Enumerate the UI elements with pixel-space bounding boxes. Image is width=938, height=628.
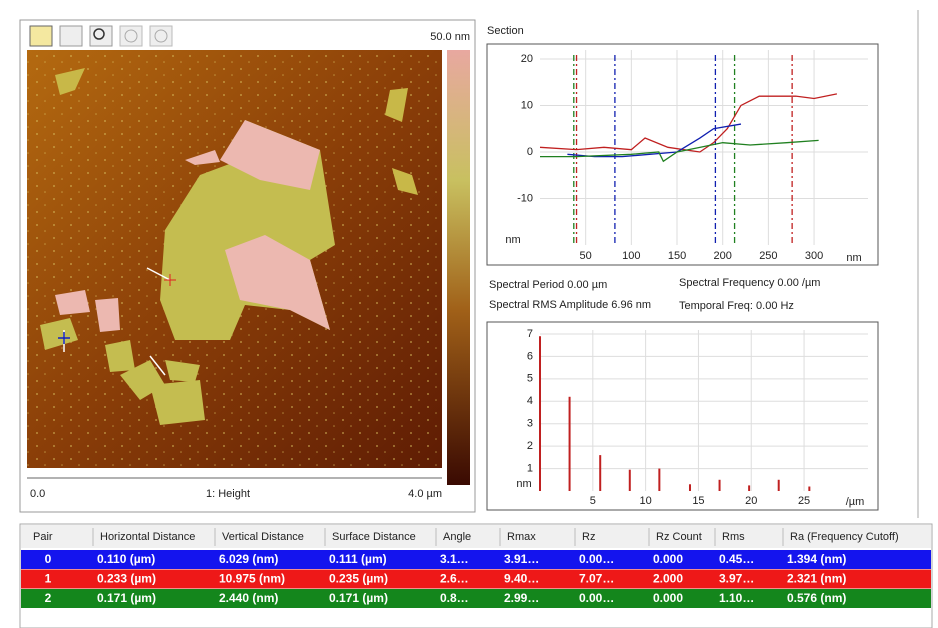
- table-cell: 1: [45, 572, 52, 586]
- table-cell: 0.235 (µm): [329, 572, 388, 586]
- table-cell: 0: [45, 552, 52, 566]
- chart-title: Section: [487, 25, 524, 37]
- bar: [569, 397, 571, 491]
- x-tick-label: 150: [668, 250, 686, 262]
- table-cell: 2.440 (nm): [219, 591, 278, 605]
- toolbar: [30, 26, 172, 46]
- x-tick-label: 15: [692, 495, 704, 507]
- table-cell: 0.000: [653, 591, 683, 605]
- y-tick-label: 20: [521, 53, 533, 65]
- table-cell: 2: [45, 591, 52, 605]
- y-tick-label: 2: [527, 440, 533, 452]
- x-tick-label: 10: [640, 495, 652, 507]
- bar: [689, 484, 691, 491]
- x-tick-label: 25: [798, 495, 810, 507]
- table-cell: 3.91…: [504, 552, 539, 566]
- y-axis-label: nm: [516, 478, 531, 490]
- y-tick-label: 10: [521, 99, 533, 111]
- table-cell: 7.07…: [579, 572, 614, 586]
- table-cell: 0.110 (µm): [97, 552, 155, 566]
- x-tick-label: 100: [622, 250, 640, 262]
- table-cell: 3.97…: [719, 572, 754, 586]
- spectral-info: Spectral RMS Amplitude 6.96 nm: [489, 299, 651, 311]
- spectral-info: Spectral Period 0.00 µm: [489, 279, 607, 291]
- column-header: Rmax: [507, 531, 536, 543]
- y-tick-label: 5: [527, 373, 533, 385]
- column-header: Horizontal Distance: [100, 531, 195, 543]
- column-header: Rms: [722, 531, 745, 543]
- tool-button[interactable]: [120, 26, 142, 46]
- column-header: Vertical Distance: [222, 531, 304, 543]
- x-tick-label: 50: [580, 250, 592, 262]
- channel-label: 1: Height: [206, 488, 250, 500]
- color-bar: [447, 50, 470, 485]
- x-start: 0.0: [30, 488, 45, 500]
- table-cell: 0.171 (µm): [97, 591, 156, 605]
- section-panel: [487, 44, 878, 265]
- table-cell: 2.99…: [504, 591, 539, 605]
- bar: [778, 480, 780, 491]
- scale-max: 50.0 nm: [430, 31, 470, 43]
- y-tick-label: 4: [527, 395, 533, 407]
- bar: [629, 470, 631, 491]
- table-cell: 10.975 (nm): [219, 572, 285, 586]
- table-cell: 9.40…: [504, 572, 539, 586]
- flake: [105, 340, 135, 372]
- table-cell: 0.576 (nm): [787, 591, 846, 605]
- x-end: 4.0 µm: [408, 488, 442, 500]
- y-tick-label: 3: [527, 418, 533, 430]
- y-tick-label: 0: [527, 146, 533, 158]
- y-tick-label: -10: [517, 192, 533, 204]
- column-header: Rz: [582, 531, 595, 543]
- y-tick-label: 6: [527, 350, 533, 362]
- x-tick-label: 200: [714, 250, 732, 262]
- x-tick-label: 300: [805, 250, 823, 262]
- bar: [719, 480, 721, 491]
- table-cell: 2.6…: [440, 572, 469, 586]
- column-header: Rz Count: [656, 531, 702, 543]
- table-cell: 1.10…: [719, 591, 754, 605]
- table-cell: 0.8…: [440, 591, 469, 605]
- table-cell: 3.1…: [440, 552, 469, 566]
- tool-button[interactable]: [150, 26, 172, 46]
- table-cell: 0.171 (µm): [329, 591, 388, 605]
- column-header: Angle: [443, 531, 471, 543]
- y-tick-label: 1: [527, 462, 533, 474]
- table-cell: 0.00…: [579, 591, 614, 605]
- table-cell: 0.45…: [719, 552, 754, 566]
- table-cell: 0.000: [653, 552, 683, 566]
- y-axis-label: nm: [505, 234, 520, 246]
- bar: [748, 485, 750, 491]
- x-axis-label: /µm: [846, 496, 865, 508]
- table-cell: 0.111 (µm): [329, 552, 387, 566]
- table-cell: 0.233 (µm): [97, 572, 156, 586]
- app-window: 50.0 nm 0.0 1: Height 4.0 µm Section nm …: [0, 0, 938, 628]
- column-header: Pair: [33, 531, 53, 543]
- table-cell: 1.394 (nm): [787, 552, 846, 566]
- column-header: Surface Distance: [332, 531, 416, 543]
- bar: [808, 487, 810, 491]
- bar: [599, 455, 601, 491]
- bar: [658, 469, 660, 491]
- table-cell: 2.321 (nm): [787, 572, 846, 586]
- x-tick-label: 5: [590, 495, 596, 507]
- tool-button[interactable]: [60, 26, 82, 46]
- table-cell: 0.00…: [579, 552, 614, 566]
- x-tick-label: 250: [759, 250, 777, 262]
- y-tick-label: 7: [527, 328, 533, 340]
- spectral-info: Temporal Freq: 0.00 Hz: [679, 300, 794, 312]
- tool-button[interactable]: [30, 26, 52, 46]
- column-header: Ra (Frequency Cutoff): [790, 531, 899, 543]
- x-axis-label: nm: [846, 252, 861, 264]
- table-cell: 2.000: [653, 572, 683, 586]
- spectral-info: Spectral Frequency 0.00 /µm: [679, 277, 820, 289]
- spectrum-panel: [487, 322, 878, 510]
- afm-image: [27, 50, 442, 468]
- x-tick-label: 20: [745, 495, 757, 507]
- bar: [539, 336, 541, 491]
- table-cell: 6.029 (nm): [219, 552, 278, 566]
